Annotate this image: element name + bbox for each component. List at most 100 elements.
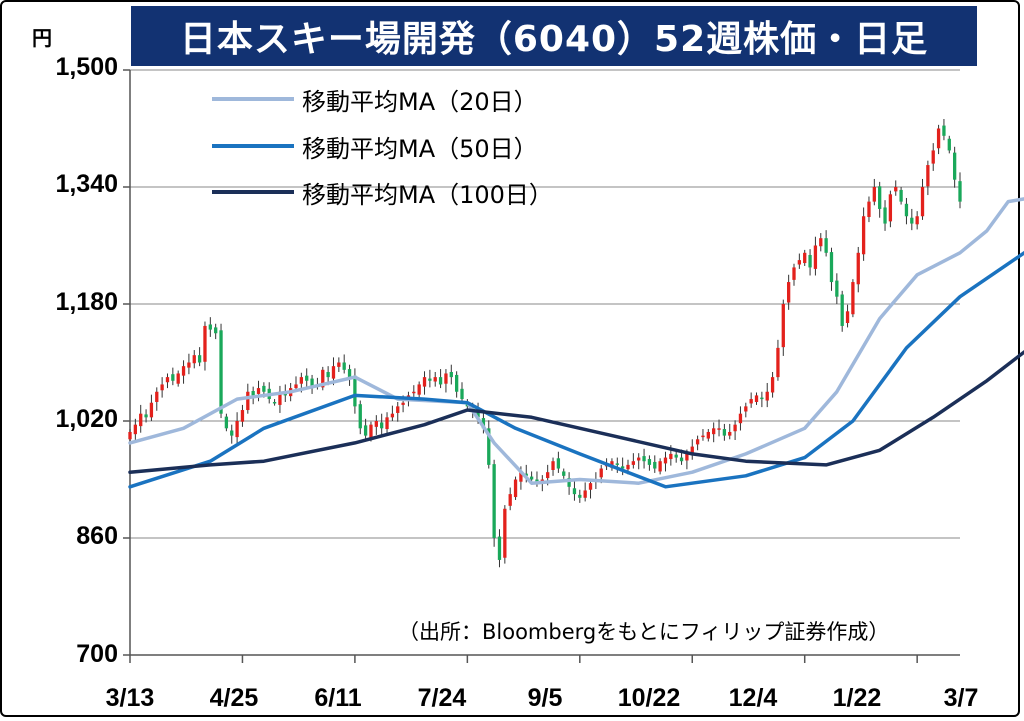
y-axis-unit-label: 円: [32, 26, 52, 50]
x-tick-label: 7/24: [417, 684, 467, 712]
candle-down: [326, 372, 330, 378]
ma100-line: [128, 349, 1024, 474]
x-tick-label: 6/11: [314, 684, 362, 712]
x-tick-label: 4/25: [209, 684, 259, 712]
legend-item-ma20: 移動平均MA（20日）: [212, 84, 538, 116]
candle-down: [342, 362, 346, 370]
candle-down: [358, 404, 362, 429]
y-tick-label: 1,500: [55, 53, 118, 81]
candle-up: [508, 494, 512, 506]
candle-up: [867, 201, 871, 217]
candle-up: [690, 446, 694, 453]
candle-down: [230, 430, 234, 436]
candle-down: [283, 393, 287, 396]
candle-up: [160, 384, 164, 391]
legend-swatch-ma20: [212, 97, 294, 101]
candle-up: [546, 472, 550, 479]
candle-up: [706, 431, 710, 439]
candle-up: [246, 391, 250, 411]
candle-up: [781, 304, 785, 348]
candle-up: [417, 384, 421, 395]
candle-up: [551, 461, 555, 470]
source-note: （出所：Bloombergをもとにフィリップ証券作成）: [398, 620, 890, 644]
candle-up: [754, 395, 759, 402]
candle-down: [428, 378, 432, 381]
candle-up: [701, 435, 705, 438]
candle-down: [835, 280, 839, 297]
candle-up: [203, 325, 207, 362]
candle-down: [840, 294, 844, 326]
candle-up: [728, 431, 732, 436]
candle-up: [331, 366, 336, 379]
candle-up: [444, 373, 448, 384]
candle-down: [642, 456, 646, 462]
y-tick-label: 860: [76, 522, 118, 550]
candle-up: [433, 377, 437, 382]
candle-down: [958, 181, 962, 202]
candle-up: [321, 369, 325, 388]
legend-item-ma100: 移動平均MA（100日）: [212, 177, 553, 209]
candle-down: [476, 411, 480, 418]
candle-up: [685, 453, 689, 461]
candle-up: [717, 428, 721, 430]
candle-down: [497, 536, 502, 560]
candle-down: [347, 369, 352, 378]
candle-up: [695, 439, 700, 445]
candle-up: [931, 150, 935, 164]
candlestick-series: [128, 118, 962, 568]
candle-up: [187, 362, 191, 368]
y-tick-label: 1,180: [55, 288, 118, 316]
legend-swatch-ma100: [212, 190, 294, 194]
candle-up: [813, 245, 818, 269]
candle-down: [438, 377, 443, 385]
candle-up: [792, 267, 796, 280]
x-tick-label: 10/22: [617, 684, 681, 712]
candle-up: [192, 355, 196, 364]
candle-down: [171, 374, 175, 381]
candle-up: [385, 417, 389, 430]
candle-down: [653, 461, 657, 469]
candle-down: [454, 374, 459, 392]
candle-down: [449, 372, 453, 378]
candle-up: [894, 187, 898, 192]
candle-up: [139, 413, 143, 427]
x-tick-label: 3/13: [105, 684, 155, 712]
candle-down: [556, 458, 561, 469]
candle-down: [883, 207, 887, 224]
candle-down: [219, 330, 223, 414]
candle-down: [310, 378, 314, 389]
candle-up: [861, 216, 866, 255]
candle-up: [669, 453, 673, 460]
candle-up: [631, 461, 636, 465]
candle-up: [712, 428, 716, 435]
candle-down: [615, 463, 619, 465]
x-tick-label: 3/7: [943, 684, 979, 712]
candle-down: [910, 217, 914, 224]
candle-up: [240, 410, 245, 422]
candle-up: [749, 399, 753, 404]
candle-up: [915, 216, 919, 225]
candle-down: [904, 203, 909, 217]
x-tick-label: 1/22: [832, 684, 882, 712]
axes: [123, 69, 960, 663]
candle-down: [251, 391, 255, 396]
candle-up: [401, 402, 405, 405]
y-tick-label: 1,020: [55, 405, 118, 433]
ma20-line: [128, 197, 1024, 485]
candle-down: [679, 457, 684, 462]
candle-down: [214, 327, 218, 334]
candle-down: [562, 471, 566, 476]
candle-down: [572, 488, 577, 495]
candle-down: [578, 494, 582, 498]
x-tick-label: 9/5: [527, 684, 563, 712]
candle-up: [583, 490, 587, 498]
candle-down: [524, 473, 528, 476]
candle-up: [128, 431, 132, 440]
candle-down: [808, 255, 812, 268]
candle-up: [181, 366, 186, 376]
candle-down: [481, 418, 486, 429]
candle-up: [803, 252, 807, 264]
candle-up: [738, 413, 743, 424]
candle-up: [626, 464, 630, 470]
